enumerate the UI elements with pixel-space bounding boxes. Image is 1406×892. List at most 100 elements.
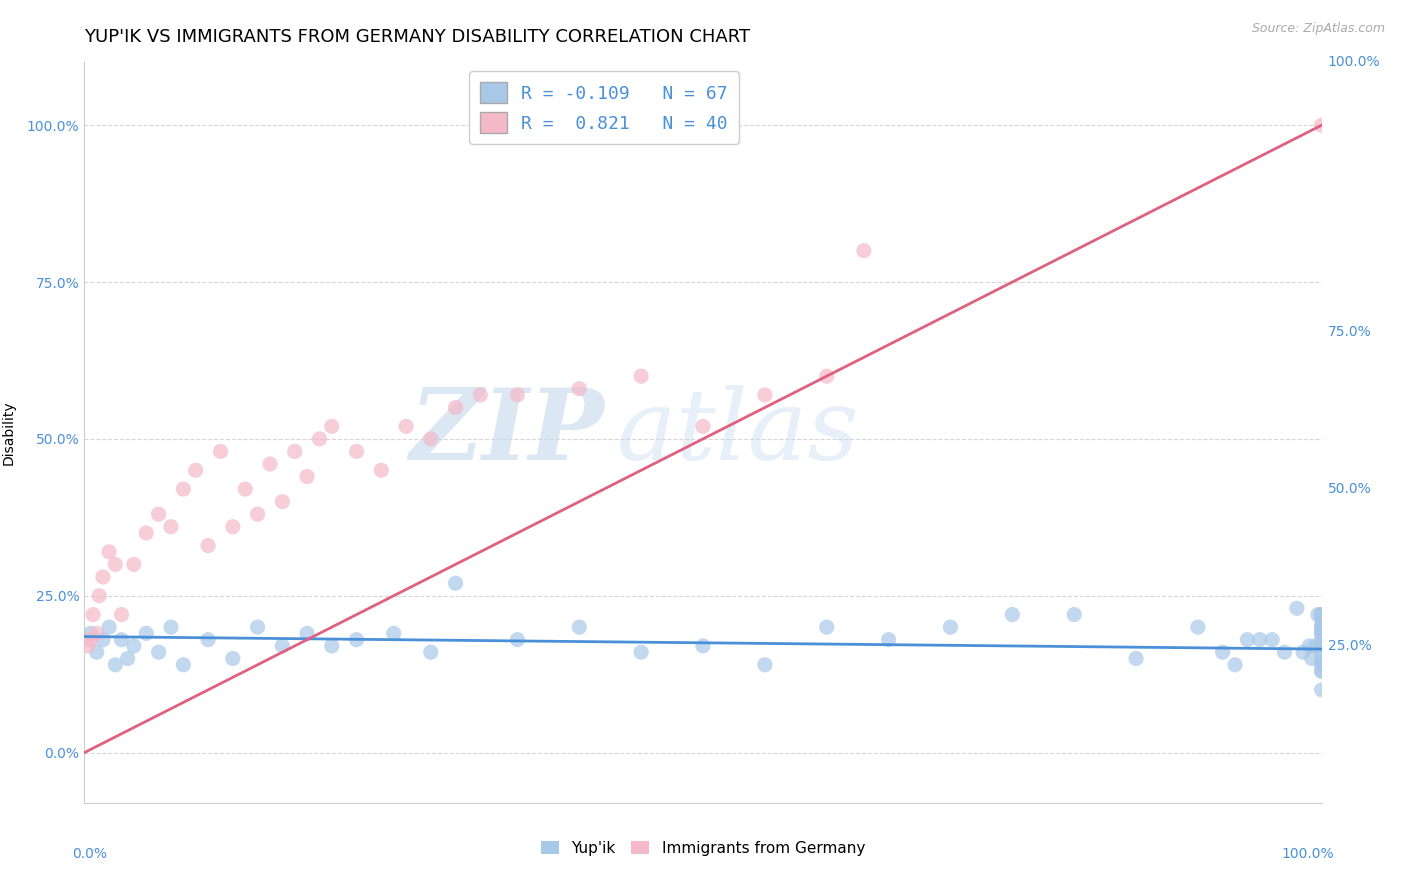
Point (122, 558, 145, 572)
Point (1310, 607, 1333, 622)
Point (419, 645, 441, 659)
Point (1187, 620, 1209, 634)
Point (1310, 626, 1333, 640)
Text: 75.0%: 75.0% (1327, 326, 1372, 339)
Point (470, 388, 492, 402)
Point (82, 607, 104, 622)
Point (1212, 645, 1234, 659)
Point (506, 388, 529, 402)
Point (692, 419, 714, 434)
Point (1063, 607, 1085, 622)
Point (1310, 607, 1333, 622)
Point (77, 639, 100, 653)
Text: 50.0%: 50.0% (1327, 482, 1372, 496)
Point (568, 382, 591, 396)
Point (395, 419, 418, 434)
Point (1285, 601, 1308, 615)
Point (122, 639, 145, 653)
Point (308, 432, 330, 446)
Point (148, 507, 170, 521)
Point (1310, 620, 1333, 634)
Point (444, 401, 467, 415)
Point (98, 545, 121, 559)
Point (1310, 607, 1333, 622)
Point (209, 444, 232, 458)
Point (91, 632, 114, 647)
Point (444, 576, 467, 591)
Point (1292, 645, 1315, 659)
Text: 100.0%: 100.0% (1281, 847, 1334, 861)
Point (259, 457, 281, 471)
Point (86, 626, 108, 640)
Point (1310, 632, 1333, 647)
Text: YUP'IK VS IMMIGRANTS FROM GERMANY DISABILITY CORRELATION CHART: YUP'IK VS IMMIGRANTS FROM GERMANY DISABI… (84, 28, 751, 45)
Text: Source: ZipAtlas.com: Source: ZipAtlas.com (1251, 22, 1385, 36)
Point (135, 626, 157, 640)
Point (1310, 614, 1333, 628)
Point (1310, 626, 1333, 640)
Point (184, 463, 207, 477)
Point (79, 632, 101, 647)
Point (1310, 645, 1333, 659)
Text: ZIP: ZIP (409, 384, 605, 481)
Point (630, 369, 652, 384)
Point (754, 388, 776, 402)
Point (91, 570, 114, 584)
Point (1001, 607, 1024, 622)
Point (104, 558, 127, 572)
Point (506, 632, 529, 647)
Point (295, 626, 318, 640)
Point (197, 539, 219, 553)
Text: 0.0%: 0.0% (72, 847, 107, 861)
Point (1310, 620, 1333, 634)
Point (1310, 651, 1333, 665)
Point (1125, 651, 1147, 665)
Point (346, 632, 368, 647)
Point (246, 620, 269, 634)
Point (419, 432, 441, 446)
Point (321, 639, 343, 653)
Point (110, 607, 132, 622)
Point (222, 520, 245, 534)
Point (271, 494, 294, 508)
Point (1310, 657, 1333, 672)
Point (1310, 657, 1333, 672)
Point (148, 645, 170, 659)
Point (1305, 639, 1327, 653)
Y-axis label: Disability: Disability (1, 401, 15, 465)
Point (79, 626, 101, 640)
Point (1236, 632, 1258, 647)
Point (222, 651, 245, 665)
Point (284, 444, 307, 458)
Point (754, 657, 776, 672)
Point (1301, 651, 1323, 665)
Point (1310, 620, 1333, 634)
Point (98, 620, 121, 634)
Point (197, 632, 219, 647)
Point (110, 632, 132, 647)
Point (1310, 118, 1333, 132)
Point (939, 620, 962, 634)
Point (692, 639, 714, 653)
Point (815, 369, 838, 384)
Point (630, 645, 652, 659)
Point (568, 620, 591, 634)
Point (89, 589, 111, 603)
Point (172, 482, 194, 496)
Point (1261, 632, 1284, 647)
Point (852, 244, 875, 258)
Text: 25.0%: 25.0% (1327, 639, 1372, 653)
Point (346, 444, 368, 458)
Point (135, 526, 157, 541)
Point (1310, 639, 1333, 653)
Point (370, 463, 392, 477)
Point (104, 657, 127, 672)
Point (1223, 657, 1246, 672)
Point (1274, 645, 1296, 659)
Point (815, 620, 838, 634)
Point (86, 645, 108, 659)
Point (233, 482, 256, 496)
Point (271, 639, 294, 653)
Point (295, 469, 318, 483)
Point (1310, 664, 1333, 678)
